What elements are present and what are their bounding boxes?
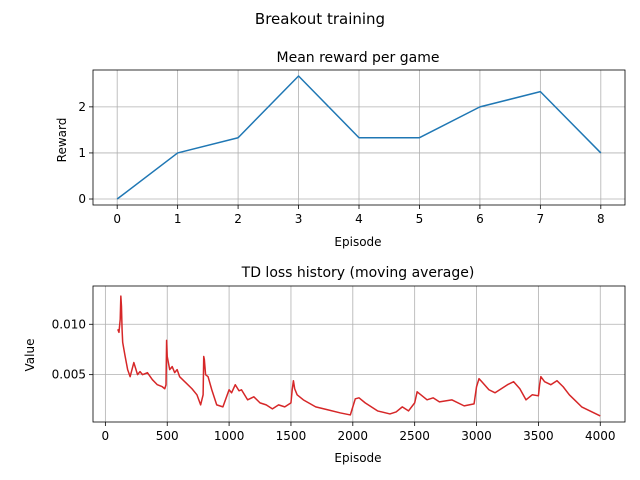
reward-chart-x-tick-label: 6 (476, 212, 484, 226)
reward-chart-x-tick-label: 5 (416, 212, 424, 226)
reward-chart-series-line (116, 75, 602, 200)
loss-chart-y-tick-label: 0.005 (52, 368, 86, 382)
loss-chart-x-tick-label: 500 (156, 429, 179, 443)
loss-chart-x-tick-label: 3000 (461, 429, 492, 443)
loss-chart-x-tick-label: 4000 (585, 429, 616, 443)
figure-suptitle: Breakout training (255, 10, 385, 28)
loss-chart-y-tick-label: 0.010 (52, 317, 86, 331)
reward-chart-x-tick-label: 4 (355, 212, 363, 226)
loss-chart-x-tick-label: 0 (102, 429, 110, 443)
loss-chart-title: TD loss history (moving average) (241, 265, 475, 281)
reward-chart-x-tick-label: 3 (295, 212, 303, 226)
loss-chart-y-axis-label: Value (23, 339, 37, 372)
reward-chart-title: Mean reward per game (277, 50, 440, 66)
loss-chart-series-line (117, 295, 601, 417)
reward-chart-x-tick-label: 2 (234, 212, 242, 226)
reward-chart-plot-frame (92, 69, 626, 206)
reward-chart-x-tick-label: 8 (597, 212, 605, 226)
reward-chart-x-axis-label: Episode (334, 235, 381, 249)
loss-chart-x-tick-label: 3500 (523, 429, 554, 443)
reward-chart-y-tick-label: 0 (78, 192, 86, 206)
reward-chart-y-tick-label: 1 (78, 146, 86, 160)
reward-chart: Mean reward per game Episode Reward 0 1 2 3… (55, 50, 626, 249)
reward-chart-x-tick-label: 0 (113, 212, 121, 226)
loss-chart-x-tick-label: 1500 (276, 429, 307, 443)
reward-chart-y-tick-label: 2 (78, 100, 86, 114)
reward-chart-x-tick-label: 1 (174, 212, 182, 226)
loss-chart-x-tick-label: 2000 (338, 429, 369, 443)
reward-chart-x-tick-label: 7 (537, 212, 545, 226)
loss-chart: TD loss history (moving average) Episode… (23, 265, 626, 465)
loss-chart-x-tick-label: 2500 (399, 429, 430, 443)
loss-chart-plot-frame (92, 285, 626, 423)
loss-chart-x-tick-label: 1000 (214, 429, 245, 443)
reward-chart-y-axis-label: Reward (55, 118, 69, 163)
loss-chart-x-axis-label: Episode (334, 451, 381, 465)
